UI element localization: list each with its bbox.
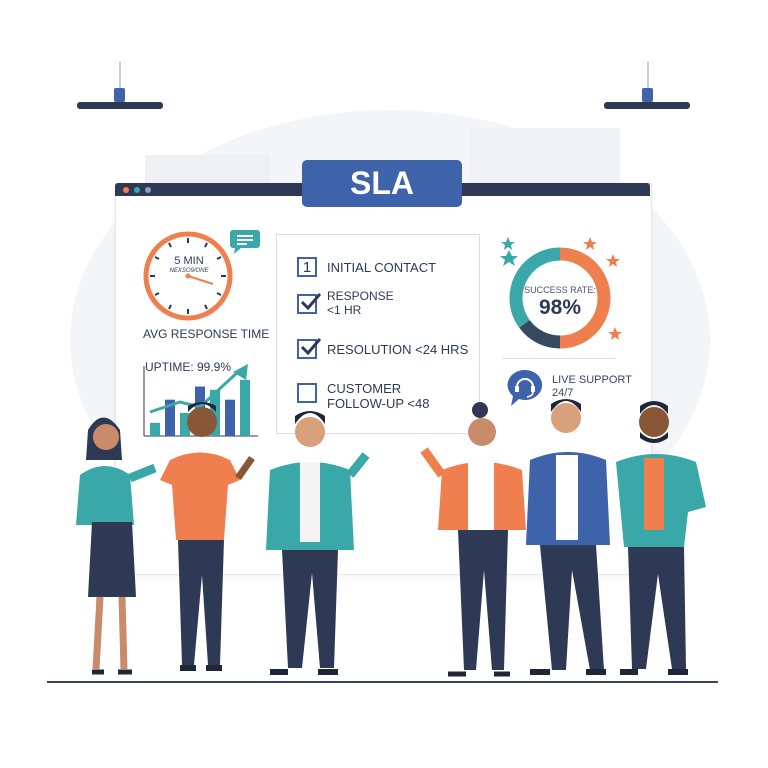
checklist-label: CUSTOMER bbox=[327, 381, 402, 396]
checklist-label: RESOLUTION <24 HRS bbox=[327, 341, 469, 357]
uptime-bar bbox=[150, 422, 160, 436]
avg-response-label: AVG RESPONSE TIME bbox=[143, 327, 270, 341]
lamp-cord bbox=[647, 62, 649, 90]
lamp-left bbox=[114, 88, 125, 102]
chat-bubble-icon bbox=[230, 230, 260, 254]
lamp-right bbox=[642, 88, 653, 102]
checked-box-icon[interactable] bbox=[297, 338, 321, 359]
checklist-item: CUSTOMER FOLLOW-UP <48 bbox=[297, 381, 429, 411]
checklist-item: 1 INITIAL CONTACT bbox=[297, 257, 436, 277]
headset-icon bbox=[507, 369, 543, 406]
unchecked-box[interactable] bbox=[297, 383, 317, 403]
checklist-sublabel: <1 HR bbox=[327, 303, 362, 317]
live-support-text: LIVE SUPPORT 24/7 bbox=[552, 374, 632, 400]
star-icon bbox=[606, 254, 620, 267]
up-arrow-icon bbox=[233, 364, 248, 380]
background-window bbox=[470, 128, 620, 188]
lamp-cord bbox=[119, 62, 121, 90]
donut-segment bbox=[559, 247, 611, 349]
sla-checklist: 1 INITIAL CONTACT RESPONSE <1 HR RESOLUTI… bbox=[276, 234, 480, 434]
lamp-shade-right bbox=[604, 102, 690, 109]
uptime-bar bbox=[180, 412, 190, 436]
donut-segment bbox=[509, 247, 561, 328]
checklist-item: RESOLUTION <24 HRS bbox=[297, 338, 469, 359]
star-icon bbox=[583, 237, 597, 250]
star-icon bbox=[501, 237, 515, 250]
success-value: 98% bbox=[538, 296, 582, 319]
clock-subtext: NEXSO9/ONE bbox=[169, 268, 209, 274]
uptime-bar bbox=[240, 379, 250, 436]
person-man-blue-jacket bbox=[526, 399, 610, 675]
checklist-label: RESPONSE bbox=[327, 289, 394, 303]
person-man-bearded bbox=[616, 401, 706, 675]
clock-icon bbox=[143, 231, 233, 321]
person-woman-orange-jacket bbox=[420, 402, 526, 677]
donut-segment bbox=[519, 319, 561, 349]
success-label: SUCCESS RATE: bbox=[524, 285, 596, 295]
uptime-trend-line bbox=[149, 368, 242, 414]
sla-title: SLA bbox=[302, 160, 462, 207]
uptime-bar bbox=[225, 399, 235, 436]
background-window bbox=[145, 155, 270, 185]
live-support-sub: 24/7 bbox=[552, 387, 574, 399]
number-box: 1 bbox=[297, 257, 317, 277]
uptime-bar bbox=[165, 399, 175, 436]
lamp-shade-left bbox=[77, 102, 163, 109]
star-icon bbox=[500, 250, 518, 266]
checklist-item: RESPONSE <1 HR bbox=[297, 289, 394, 317]
checked-box-icon[interactable] bbox=[297, 293, 321, 314]
divider bbox=[503, 358, 615, 359]
star-icon bbox=[608, 327, 622, 340]
checklist-sublabel: FOLLOW-UP <48 bbox=[327, 396, 430, 411]
checklist-label: INITIAL CONTACT bbox=[327, 259, 437, 275]
uptime-label: UPTIME: 99.9% bbox=[145, 360, 232, 374]
person-man-orange bbox=[160, 402, 255, 671]
window-dot bbox=[134, 187, 140, 193]
live-support-label: LIVE SUPPORT bbox=[552, 374, 632, 386]
uptime-bar bbox=[210, 389, 220, 436]
window-dot bbox=[145, 187, 151, 193]
success-rate-donut bbox=[500, 237, 622, 349]
window-dot bbox=[123, 187, 129, 193]
clock-value: 5 MIN bbox=[174, 255, 204, 267]
floor-line bbox=[47, 681, 718, 683]
person-woman-teal bbox=[76, 417, 157, 675]
person-man-teal-jacket bbox=[266, 411, 370, 675]
